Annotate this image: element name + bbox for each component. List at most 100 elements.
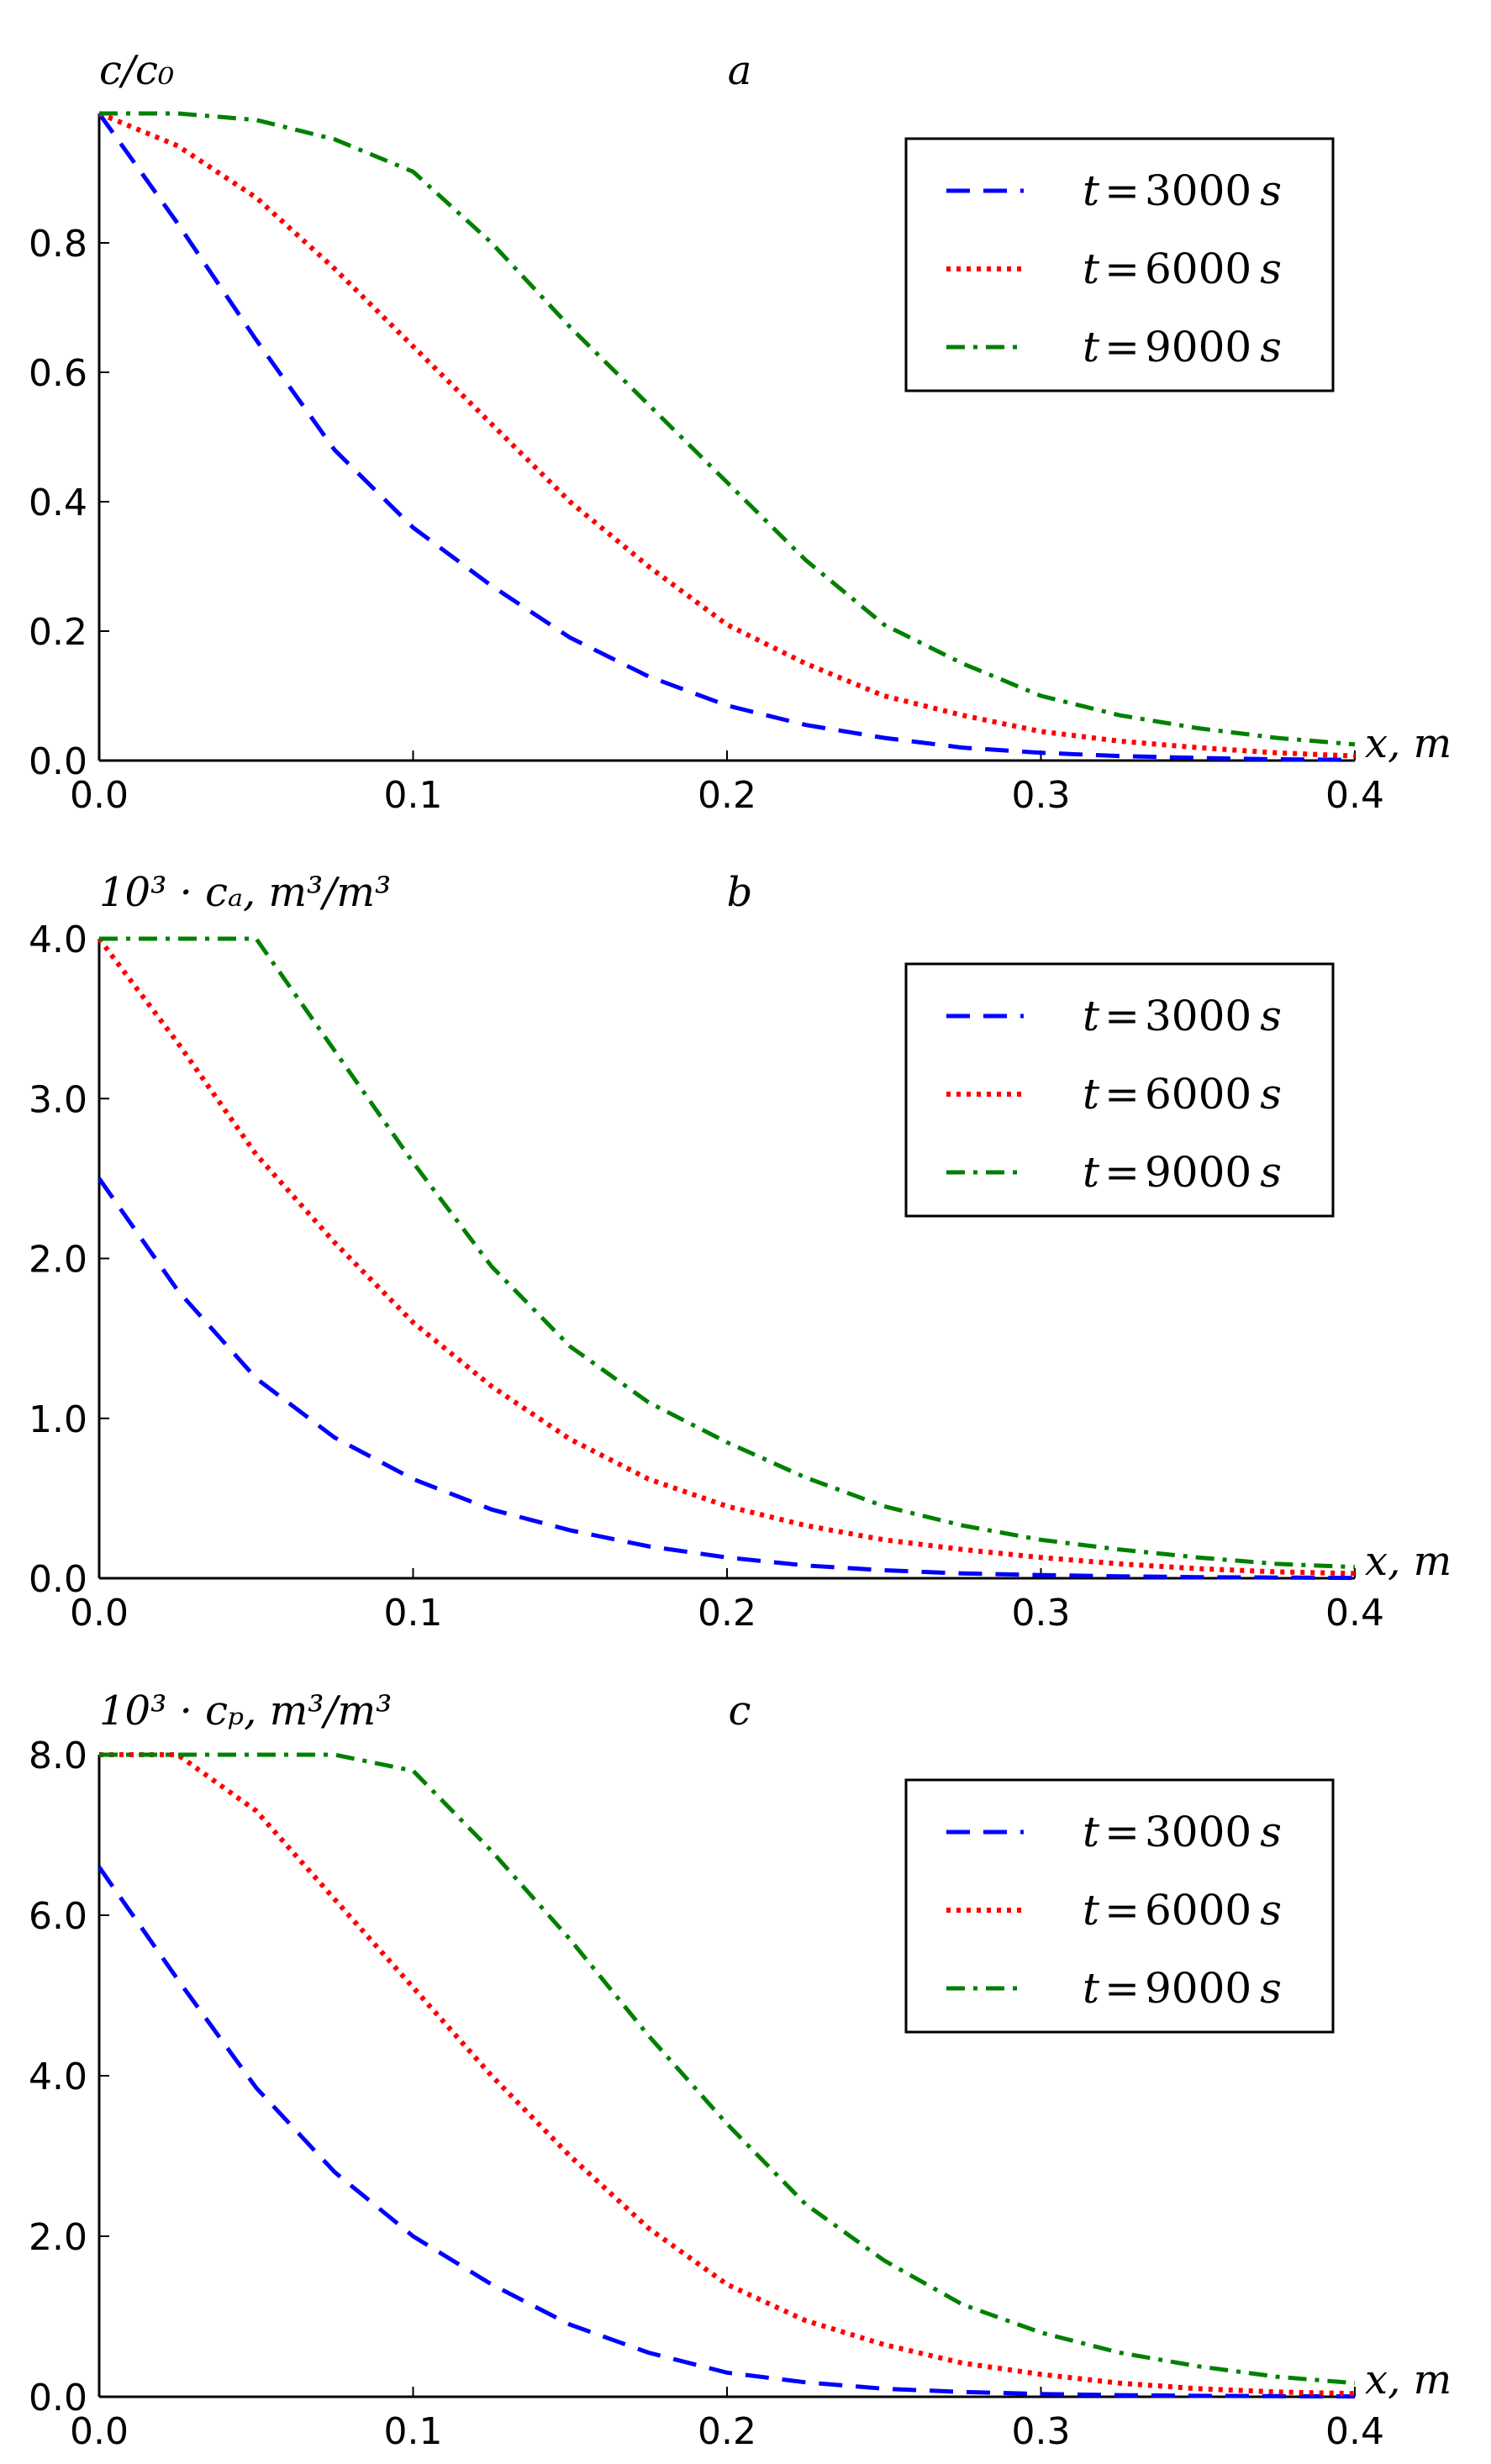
y-tick-label: 0.0 (29, 2377, 87, 2419)
y-tick-label: 4.0 (29, 919, 87, 961)
legend-eq: = (1104, 1070, 1140, 1119)
series-line-9000 (99, 111, 1356, 747)
chart-panel-c: 0.0 0.1 0.2 0.3 0.4 0.0 2.0 4.0 6.0 8.0 10³ · cₚ, … (29, 1687, 1451, 2453)
legend-value: 6000 (1145, 1070, 1251, 1119)
legend-t: t (1083, 166, 1100, 215)
legend-value: 3000 (1145, 992, 1251, 1040)
legend-eq: = (1104, 1886, 1140, 1935)
legend-eq: = (1104, 992, 1140, 1040)
y-tick-label: 0.2 (29, 611, 87, 654)
series-line-6000 (99, 1752, 1356, 2397)
y-tick-label: 3.0 (29, 1078, 87, 1121)
legend-entry: t = 6000 s (1083, 1070, 1282, 1119)
legend-t: t (1083, 992, 1100, 1040)
y-tick-label: 0.0 (29, 740, 87, 783)
series-line-9000 (99, 936, 1356, 1570)
legend-eq: = (1104, 1964, 1140, 2013)
y-axis-label: 10³ · cₐ, m³/m³ (99, 869, 391, 916)
legend-unit: s (1260, 1148, 1282, 1197)
x-tick-label: 0.3 (1012, 1592, 1071, 1635)
legend-unit: s (1260, 992, 1282, 1040)
chart-panel-a: 0.0 0.1 0.2 0.3 0.4 0.0 0.2 0.4 0.6 0.8 c/c₀ x, m a t… (29, 47, 1451, 817)
y-tick-label: 2.0 (29, 1239, 87, 1282)
panel-label: b (727, 869, 753, 916)
y-tick-label: 6.0 (29, 1895, 87, 1938)
legend-unit: s (1260, 323, 1282, 371)
series-line-6000 (97, 111, 1356, 759)
legend-eq: = (1104, 1808, 1140, 1856)
x-axis-label: x, m (1365, 720, 1451, 767)
x-tick-label: 0.2 (698, 774, 756, 817)
series-line-3000 (97, 1177, 1356, 1581)
legend-unit: s (1260, 1808, 1282, 1856)
x-tick-label: 0.2 (698, 2410, 756, 2453)
legend-eq: = (1104, 1148, 1140, 1197)
panel-label: c (729, 1687, 751, 1735)
x-tick-label: 0.4 (1325, 2410, 1384, 2453)
x-tick-label: 0.1 (384, 774, 443, 817)
y-tick-label: 0.0 (29, 1558, 87, 1601)
legend-eq: = (1104, 245, 1140, 293)
legend-eq: = (1104, 323, 1140, 371)
y-tick-label: 0.8 (29, 223, 87, 266)
x-axis-label: x, m (1365, 1538, 1451, 1585)
x-tick-label: 0.3 (1012, 774, 1071, 817)
series-line-6000 (97, 937, 1356, 1577)
legend-t: t (1083, 323, 1100, 371)
legend-value: 9000 (1145, 323, 1251, 371)
x-tick-label: 0.0 (70, 2410, 129, 2453)
legend-entry: t = 3000 s (1083, 166, 1282, 215)
legend-unit: s (1260, 245, 1282, 293)
chart-panel-b: 0.0 0.1 0.2 0.3 0.4 0.0 1.0 2.0 3.0 4.0 10³ · cₐ, … (29, 869, 1451, 1635)
legend-t: t (1083, 1964, 1100, 2013)
legend-unit: s (1260, 166, 1282, 215)
legend-value: 9000 (1145, 1148, 1251, 1197)
legend-entry: t = 9000 s (1083, 1148, 1282, 1197)
legend-entry: t = 3000 s (1083, 992, 1282, 1040)
legend-t: t (1083, 1886, 1100, 1935)
legend-value: 6000 (1145, 1886, 1251, 1935)
x-tick-label: 0.3 (1012, 2410, 1071, 2453)
legend-value: 9000 (1145, 1964, 1251, 2013)
legend-t: t (1083, 245, 1100, 293)
legend-entry: t = 3000 s (1083, 1808, 1282, 1856)
y-tick-label: 4.0 (29, 2056, 87, 2098)
x-tick-label: 0.4 (1325, 1592, 1384, 1635)
legend-eq: = (1104, 166, 1140, 215)
legend-value: 6000 (1145, 245, 1251, 293)
x-tick-label: 0.1 (384, 2410, 443, 2453)
legend-t: t (1083, 1148, 1100, 1197)
legend-entry: t = 9000 s (1083, 1964, 1282, 2013)
y-tick-label: 0.4 (29, 482, 87, 524)
y-tick-label: 2.0 (29, 2216, 87, 2259)
legend-box (904, 1778, 1335, 2034)
series-line-9000 (99, 1752, 1356, 2386)
legend-entry: t = 6000 s (1083, 245, 1282, 293)
panel-label: a (728, 47, 752, 94)
legend-value: 3000 (1145, 1808, 1251, 1856)
x-tick-label: 0.4 (1325, 774, 1384, 817)
legend-entry: t = 6000 s (1083, 1886, 1282, 1935)
x-tick-label: 0.0 (70, 1592, 129, 1635)
series-line-3000 (97, 112, 1356, 762)
legend-unit: s (1260, 1886, 1282, 1935)
series-line-3000 (97, 1866, 1356, 2399)
legend-t: t (1083, 1070, 1100, 1119)
x-tick-label: 0.0 (70, 774, 129, 817)
x-tick-label: 0.1 (384, 1592, 443, 1635)
y-axis-label: 10³ · cₚ, m³/m³ (99, 1687, 392, 1735)
y-tick-label: 0.6 (29, 352, 87, 395)
legend-unit: s (1260, 1070, 1282, 1119)
x-tick-label: 0.2 (698, 1592, 756, 1635)
legend-entry: t = 9000 s (1083, 323, 1282, 371)
legend-unit: s (1260, 1964, 1282, 2013)
legend-value: 3000 (1145, 166, 1251, 215)
y-axis-label: c/c₀ (99, 47, 174, 94)
x-axis-label: x, m (1365, 2356, 1451, 2403)
legend-t: t (1083, 1808, 1100, 1856)
y-tick-label: 1.0 (29, 1398, 87, 1441)
